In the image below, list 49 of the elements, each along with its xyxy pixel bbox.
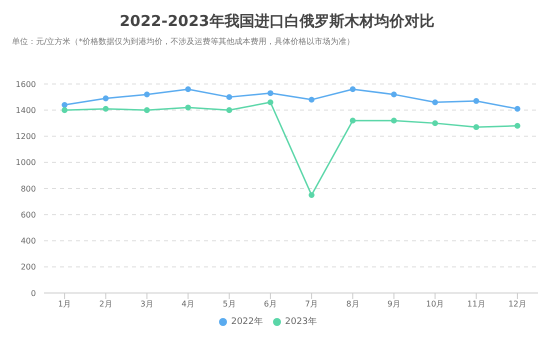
point [350,118,356,124]
x-tick-label: 1月 [58,300,72,309]
point [432,99,438,106]
x-tick-label: 11月 [467,300,486,309]
y-tick-label: 1600 [16,80,36,89]
x-tick-label: 2月 [99,300,112,309]
point [62,102,68,108]
x-tick-label: 8月 [346,300,360,309]
point [390,92,397,98]
y-tick-label: 400 [20,236,36,246]
y-tick-label: 200 [20,262,36,272]
point [144,107,150,114]
x-tick-label: 9月 [387,300,400,309]
y-tick-label: 800 [20,184,36,194]
point [390,118,397,124]
point [308,192,315,198]
point [185,86,192,92]
x-tick-label: 10月 [426,300,444,309]
point [514,106,520,112]
point [473,98,480,104]
x-tick-label: 5月 [222,300,236,309]
chart-title: 2022-2023年我国进口白俄罗斯木材均价对比 [118,11,436,32]
y-tick-label: 1000 [16,158,36,168]
point [185,104,192,110]
point [267,99,274,106]
point [144,92,150,98]
legend-label: 2022年 [231,317,263,327]
point [308,96,315,103]
y-tick-label: 600 [20,210,36,220]
x-tick-label: 6月 [264,300,277,309]
y-tick-label: 1400 [16,106,36,115]
point [267,90,274,96]
chart-subtitle: 单位：元/立方米（*价格数据仅为到港均价，不涉及运费等其他成本费用，具体价格以市场为准） [11,36,356,48]
x-tick-label: 3月 [140,300,154,309]
y-tick-label: 1200 [16,132,36,142]
point [473,124,480,130]
legend-label: 2023年 [285,317,317,327]
point [62,107,68,114]
point [350,86,356,92]
point [102,106,109,112]
point [432,120,438,126]
x-tick-label: 4月 [182,300,195,309]
point [514,122,520,129]
point [226,94,232,100]
x-tick-label: 7月 [305,300,318,309]
point [226,107,232,114]
x-tick-label: 12月 [508,300,527,309]
y-tick-label: 0 [30,288,36,298]
point [102,95,109,102]
